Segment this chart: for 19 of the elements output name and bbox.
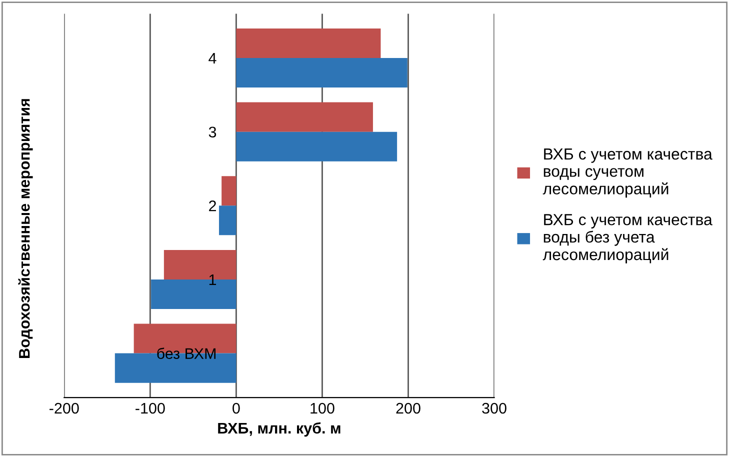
bar xyxy=(218,206,236,236)
x-tick-label: 300 xyxy=(482,402,506,414)
bar xyxy=(222,176,236,206)
legend-label: ВХБ с учетом качества воды без учета лесомелиораций xyxy=(542,214,712,264)
x-tick-label: 200 xyxy=(396,402,420,414)
x-tick-label: -100 xyxy=(136,402,165,414)
x-tick-label: -200 xyxy=(50,402,79,414)
y-tick-label: 2 xyxy=(209,200,216,212)
bar xyxy=(236,28,381,58)
y-tick-label: 4 xyxy=(208,53,216,64)
bar xyxy=(236,102,373,132)
x-axis-title: ВХБ, млн. куб. м xyxy=(218,422,340,437)
bar xyxy=(236,132,398,162)
legend-label: ВХБ с учетом качества воды сучетом лесомелиораций xyxy=(542,148,712,198)
x-tick-label: 0 xyxy=(232,402,240,414)
bar xyxy=(236,58,408,88)
x-tick-label: 100 xyxy=(310,402,334,414)
y-axis-title: Водохозяйственные мероприятия xyxy=(18,99,33,358)
y-tick-label: 3 xyxy=(208,126,216,138)
